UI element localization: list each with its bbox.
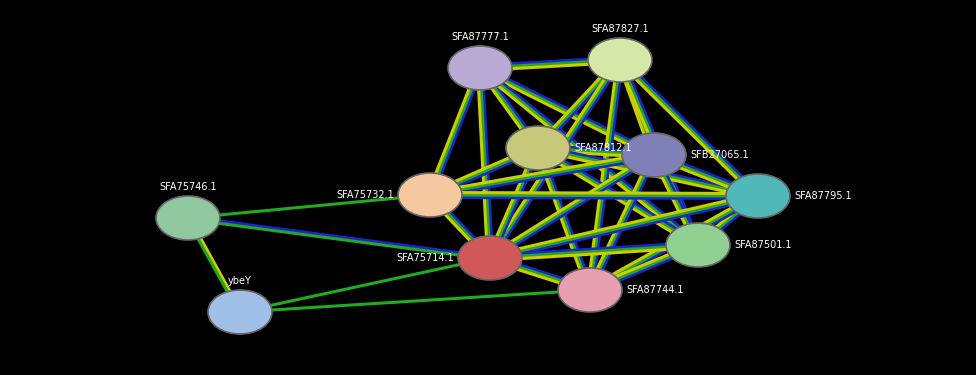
Ellipse shape [398,173,462,217]
Ellipse shape [588,38,652,82]
Ellipse shape [558,268,622,312]
Text: SFB27065.1: SFB27065.1 [690,150,749,160]
Ellipse shape [208,290,272,334]
Text: SFA75714.1: SFA75714.1 [396,253,454,263]
Text: SFA87777.1: SFA87777.1 [451,32,508,42]
Text: SFA75732.1: SFA75732.1 [337,190,394,200]
Text: SFA87827.1: SFA87827.1 [591,24,649,34]
Text: ybeY: ybeY [228,276,252,286]
Ellipse shape [448,46,512,90]
Text: SFA87812.1: SFA87812.1 [574,143,631,153]
Ellipse shape [622,133,686,177]
Ellipse shape [506,126,570,170]
Ellipse shape [666,223,730,267]
Ellipse shape [156,196,220,240]
Ellipse shape [458,236,522,280]
Text: SFA87501.1: SFA87501.1 [734,240,792,250]
Text: SFA87744.1: SFA87744.1 [626,285,683,295]
Text: SFA87795.1: SFA87795.1 [794,191,852,201]
Text: SFA75746.1: SFA75746.1 [159,182,217,192]
Ellipse shape [726,174,790,218]
